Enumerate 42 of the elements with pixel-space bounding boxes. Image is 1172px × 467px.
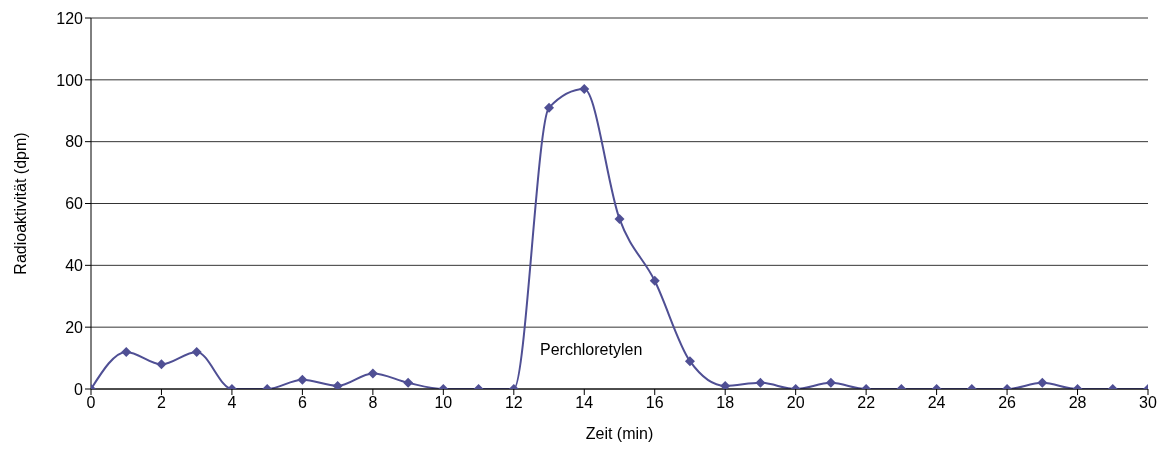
x-tick-label: 12 <box>504 394 523 412</box>
x-tick-label: 10 <box>434 394 453 412</box>
point <box>825 377 836 388</box>
annotation: Perchloretylen <box>540 341 643 359</box>
y-tick-label: 120 <box>56 9 84 27</box>
x-tick-label: 4 <box>227 394 237 412</box>
y-tick-label: 20 <box>65 318 84 336</box>
x-tick-label: 16 <box>645 394 664 412</box>
point <box>191 346 202 357</box>
point <box>297 374 308 385</box>
x-tick-label: 22 <box>857 394 876 412</box>
point <box>649 275 660 286</box>
x-tick-label: 2 <box>157 394 167 412</box>
y-tick-label: 100 <box>56 71 84 89</box>
point <box>367 368 378 379</box>
x-tick-label: 20 <box>786 394 805 412</box>
y-tick-label: 80 <box>65 133 84 151</box>
point <box>614 213 625 224</box>
y-tick-label: 60 <box>65 195 84 213</box>
point <box>121 346 132 357</box>
point <box>332 380 343 389</box>
point <box>1037 377 1048 388</box>
x-tick-label: 26 <box>998 394 1017 412</box>
point <box>544 102 555 113</box>
point <box>755 377 766 388</box>
point <box>156 359 167 370</box>
point <box>403 377 414 388</box>
x-tick-label: 8 <box>368 394 378 412</box>
x-tick-label: 6 <box>297 394 307 412</box>
x-tick-label: 28 <box>1068 394 1087 412</box>
x-tick-label: 18 <box>716 394 735 412</box>
point <box>720 380 731 389</box>
x-tick-label: 14 <box>575 394 594 412</box>
y-axis-title: Radioaktivität (dpm) <box>11 132 29 275</box>
x-tick-label: 0 <box>86 394 96 412</box>
y-tick-label: 40 <box>65 257 84 275</box>
point <box>579 84 590 95</box>
x-tick-label: 24 <box>927 394 946 412</box>
x-tick-label: 30 <box>1139 394 1157 412</box>
y-tick-label: 0 <box>74 380 84 398</box>
x-axis-title: Zeit (min) <box>585 425 654 442</box>
point <box>684 356 695 367</box>
